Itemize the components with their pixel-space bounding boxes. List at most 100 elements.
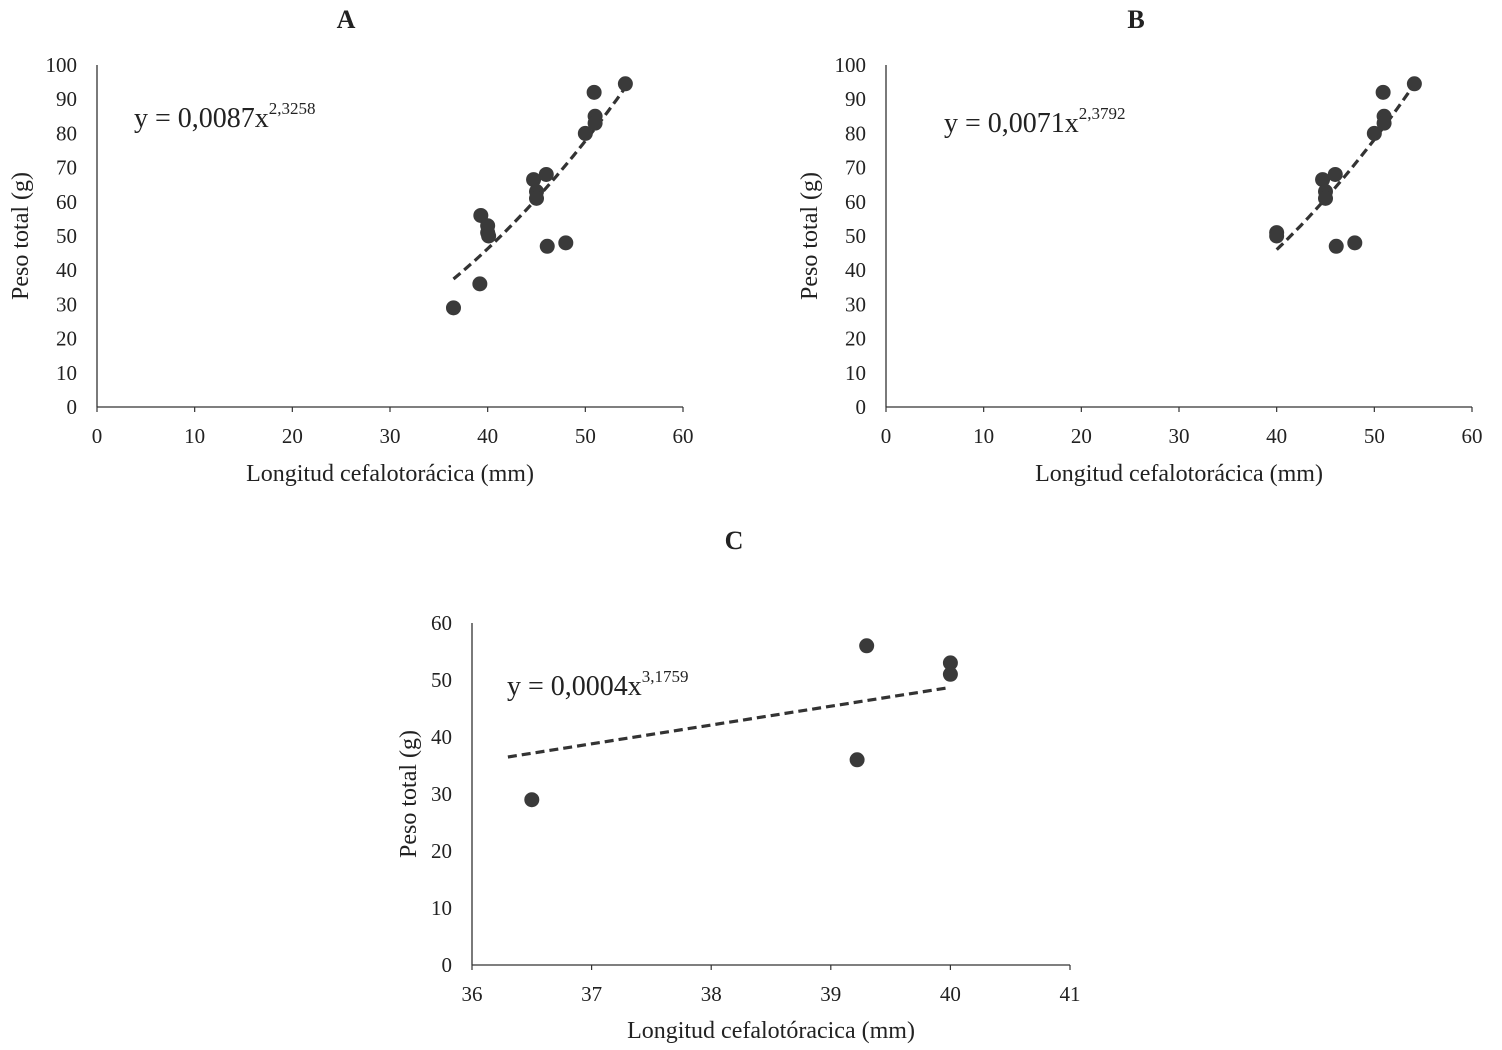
x-tick-label: 40 — [477, 424, 498, 448]
x-tick-label: 10 — [973, 424, 994, 448]
data-point — [1269, 228, 1285, 244]
y-tick-label: 30 — [56, 292, 77, 316]
x-tick-label: 20 — [282, 424, 303, 448]
trendline-c — [507, 685, 951, 759]
y-tick-label: 30 — [845, 292, 866, 316]
x-tick-label: 40 — [1266, 424, 1287, 448]
data-point — [617, 76, 633, 92]
y-tick-label: 50 — [431, 668, 452, 692]
chart-panel-a: A y = 0,0087x2,3258 Longitud cefalotorác… — [8, 5, 694, 487]
y-axis-title-b: Peso total (g) — [797, 172, 823, 300]
equation-base-a: y = 0,0087x — [134, 103, 269, 134]
x-tick-label: 30 — [1169, 424, 1190, 448]
y-tick-label: 40 — [431, 725, 452, 749]
y-axis-title-a: Peso total (g) — [8, 172, 34, 300]
y-tick-label: 40 — [845, 258, 866, 282]
x-tick-label: 36 — [462, 982, 483, 1006]
x-tick-label: 40 — [940, 982, 961, 1006]
x-tick-label: 20 — [1071, 424, 1092, 448]
x-tick-label: 60 — [673, 424, 694, 448]
y-tick-label: 20 — [845, 327, 866, 351]
y-tick-label: 0 — [442, 953, 453, 977]
data-point — [1318, 190, 1333, 206]
data-point — [1375, 84, 1391, 100]
data-point — [1347, 235, 1363, 251]
y-tick-label: 70 — [845, 156, 866, 180]
data-point — [849, 752, 865, 768]
chart-panel-c: C y = 0,0004x3,1759 Longitud cefalotórac… — [396, 526, 1081, 1044]
x-tick-label: 0 — [92, 424, 103, 448]
y-tick-label: 40 — [56, 258, 77, 282]
x-axis-title-a: Longitud cefalotorácica (mm) — [246, 461, 534, 487]
data-point — [538, 166, 554, 182]
y-tick-label: 60 — [56, 190, 77, 214]
y-tick-label: 10 — [845, 361, 866, 385]
x-axis-title-c: Longitud cefalotóracica (mm) — [627, 1018, 915, 1044]
y-tick-label: 20 — [431, 839, 452, 863]
data-point — [577, 125, 593, 141]
data-point — [1406, 76, 1422, 92]
data-point — [586, 84, 602, 100]
y-tick-label: 100 — [46, 53, 78, 77]
x-tick-label: 60 — [1462, 424, 1483, 448]
y-tick-label: 0 — [67, 395, 78, 419]
equation-exponent-b: 2,3792 — [1079, 104, 1126, 123]
data-point — [539, 238, 555, 254]
data-point — [1376, 115, 1392, 131]
data-point — [942, 655, 958, 671]
y-tick-label: 50 — [56, 224, 77, 248]
x-tick-label: 30 — [380, 424, 401, 448]
x-tick-label: 10 — [184, 424, 205, 448]
y-tick-label: 60 — [845, 190, 866, 214]
data-point — [859, 638, 875, 654]
trend-equation-a: y = 0,0087x2,3258 — [134, 99, 316, 134]
panel-letter-b: B — [1127, 5, 1144, 34]
data-point — [1327, 166, 1343, 182]
trend-equation-c: y = 0,0004x3,1759 — [507, 667, 689, 702]
data-point — [1366, 125, 1382, 141]
equation-base-b: y = 0,0071x — [944, 108, 1079, 139]
data-point — [529, 190, 544, 206]
equation-exponent-a: 2,3258 — [269, 99, 316, 118]
y-tick-label: 100 — [835, 53, 867, 77]
y-tick-label: 10 — [431, 896, 452, 920]
data-point — [587, 115, 603, 131]
equation-exponent-c: 3,1759 — [642, 667, 689, 686]
x-tick-label: 0 — [881, 424, 892, 448]
x-tick-label: 38 — [701, 982, 722, 1006]
y-tick-label: 10 — [56, 361, 77, 385]
y-tick-label: 50 — [845, 224, 866, 248]
x-tick-label: 50 — [575, 424, 596, 448]
chart-panel-b: B y = 0,0071x2,3792 Longitud cefalotorác… — [797, 5, 1483, 487]
data-point — [1315, 172, 1331, 188]
equation-base-c: y = 0,0004x — [507, 671, 642, 702]
data-point — [942, 666, 958, 682]
y-tick-label: 20 — [56, 327, 77, 351]
y-tick-label: 80 — [845, 121, 866, 145]
data-point — [524, 792, 540, 808]
y-tick-label: 80 — [56, 121, 77, 145]
trend-equation-b: y = 0,0071x2,3792 — [944, 104, 1126, 139]
data-point — [481, 228, 497, 244]
y-tick-label: 30 — [431, 782, 452, 806]
y-tick-label: 70 — [56, 156, 77, 180]
x-tick-label: 50 — [1364, 424, 1385, 448]
x-axis-title-b: Longitud cefalotorácica (mm) — [1035, 461, 1323, 487]
panel-letter-c: C — [725, 526, 744, 555]
trendline-b — [1275, 83, 1416, 251]
y-tick-label: 90 — [56, 87, 77, 111]
data-point — [1328, 238, 1344, 254]
data-point — [445, 300, 461, 316]
data-point — [526, 172, 542, 188]
y-tick-label: 0 — [856, 395, 867, 419]
data-point — [558, 235, 574, 251]
data-point — [472, 276, 488, 292]
x-tick-label: 41 — [1060, 982, 1081, 1006]
x-tick-label: 37 — [581, 982, 602, 1006]
panel-letter-a: A — [337, 5, 356, 34]
x-tick-label: 39 — [820, 982, 841, 1006]
y-tick-label: 90 — [845, 87, 866, 111]
y-tick-label: 60 — [431, 611, 452, 635]
y-axis-title-c: Peso total (g) — [396, 730, 422, 858]
